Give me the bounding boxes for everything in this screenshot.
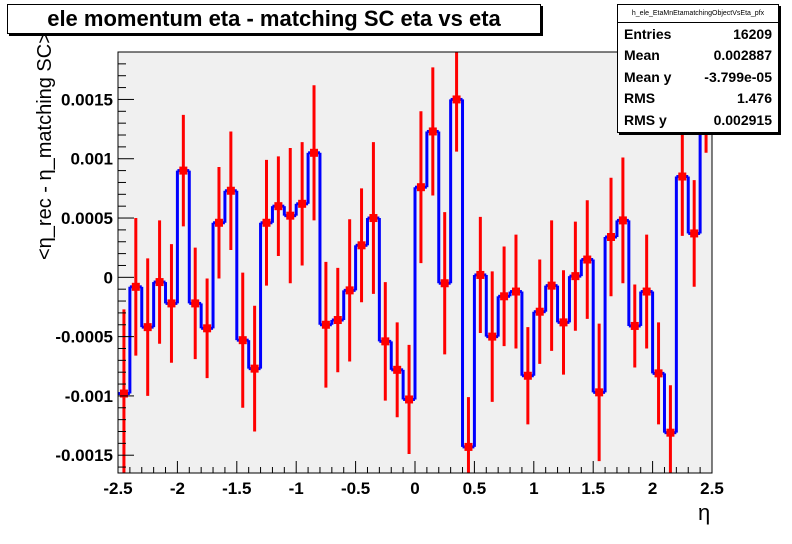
stats-value: 1.476 xyxy=(736,90,772,107)
data-point xyxy=(333,316,342,325)
y-tick-label: 0.0015 xyxy=(61,90,113,109)
data-point xyxy=(203,324,212,333)
stats-label: RMS xyxy=(624,90,656,107)
y-tick-label: 0.001 xyxy=(70,150,113,169)
data-point xyxy=(167,299,176,308)
data-point xyxy=(131,282,140,291)
data-point xyxy=(642,287,651,296)
data-point xyxy=(381,337,390,346)
y-tick-label: 0 xyxy=(104,268,113,287)
data-point xyxy=(155,278,164,287)
x-tick-label: -2.5 xyxy=(103,479,132,498)
stats-value: 0.002887 xyxy=(713,47,772,64)
data-point xyxy=(226,186,235,195)
data-point xyxy=(428,127,437,136)
data-point xyxy=(262,218,271,227)
data-point xyxy=(452,95,461,104)
x-tick-label: 0 xyxy=(410,479,419,498)
data-point xyxy=(298,199,307,208)
data-point xyxy=(511,287,520,296)
data-point xyxy=(416,183,425,192)
x-tick-label: 1.5 xyxy=(581,479,605,498)
title-box: ele momentum eta - matching SC eta vs et… xyxy=(7,4,541,34)
x-tick-label: -0.5 xyxy=(341,479,370,498)
data-point xyxy=(357,241,366,250)
data-point xyxy=(476,270,485,279)
stats-label: Mean y xyxy=(624,68,672,85)
stats-row-rms: RMS 1.476 xyxy=(618,88,778,110)
x-tick-label: -2 xyxy=(170,479,185,498)
stats-row-mean-y: Mean y -3.799e-05 xyxy=(618,66,778,88)
data-point xyxy=(488,332,497,341)
data-point xyxy=(119,389,128,398)
data-point xyxy=(547,281,556,290)
stats-value: 0.002915 xyxy=(713,111,772,128)
x-tick-label: 2 xyxy=(648,479,657,498)
data-point xyxy=(654,369,663,378)
data-point xyxy=(179,166,188,175)
data-point xyxy=(143,323,152,332)
stats-row-mean: Mean 0.002887 xyxy=(618,45,778,67)
y-tick-label: 0.0005 xyxy=(61,209,113,228)
data-point xyxy=(440,279,449,288)
data-point xyxy=(607,233,616,242)
y-tick-label: -0.0005 xyxy=(55,328,113,347)
data-point xyxy=(274,202,283,211)
data-point xyxy=(286,211,295,220)
stats-value: -3.799e-05 xyxy=(704,68,772,85)
stats-histogram-name: h_ele_EtaMnEtamatchingObjectVsEta_pfx xyxy=(618,5,778,23)
chart-title: ele momentum eta - matching SC eta vs et… xyxy=(47,6,501,31)
data-point xyxy=(405,395,414,404)
stats-value: 16209 xyxy=(733,25,772,42)
histogram-bins xyxy=(118,80,712,449)
x-axis: -2.5 -2 -1.5 -1 -0.5 0 0.5 1 1.5 2 2.5 xyxy=(103,461,724,498)
x-axis-label: η xyxy=(698,500,711,525)
data-point xyxy=(571,272,580,281)
data-point xyxy=(500,292,509,301)
data-point xyxy=(321,320,330,329)
stats-row-rms-y: RMS y 0.002915 xyxy=(618,109,778,131)
stats-row-entries: Entries 16209 xyxy=(618,23,778,45)
x-tick-label: 1 xyxy=(529,479,538,498)
data-point xyxy=(191,299,200,308)
data-point xyxy=(678,172,687,181)
data-point xyxy=(393,365,402,374)
data-point xyxy=(690,229,699,238)
y-axis: -0.0015 -0.001 -0.0005 0 0.0005 0.001 0.0015 xyxy=(55,51,134,468)
data-point xyxy=(618,216,627,225)
data-point xyxy=(595,388,604,397)
x-tick-label: 0.5 xyxy=(463,479,487,498)
stats-box: h_ele_EtaMnEtamatchingObjectVsEta_pfx En… xyxy=(617,4,779,133)
x-tick-label: 2.5 xyxy=(700,479,724,498)
x-tick-label: -1.5 xyxy=(222,479,251,498)
x-tick-label: -1 xyxy=(289,479,304,498)
data-point xyxy=(630,321,639,330)
stats-label: Mean xyxy=(624,47,660,64)
data-point xyxy=(535,307,544,316)
data-point xyxy=(310,148,319,157)
data-point xyxy=(583,255,592,264)
y-axis-label: <η_rec - η_matching SC> xyxy=(34,32,56,260)
data-point xyxy=(666,428,675,437)
y-tick-label: -0.001 xyxy=(65,387,113,406)
y-tick-label: -0.0015 xyxy=(55,446,113,465)
data-point xyxy=(345,286,354,295)
data-point xyxy=(214,218,223,227)
data-point xyxy=(369,214,378,223)
data-point xyxy=(464,442,473,451)
data-point xyxy=(523,371,532,380)
stats-label: Entries xyxy=(624,25,672,42)
data-point xyxy=(559,318,568,327)
stats-label: RMS y xyxy=(624,111,667,128)
data-point xyxy=(250,364,259,373)
data-point xyxy=(238,336,247,345)
